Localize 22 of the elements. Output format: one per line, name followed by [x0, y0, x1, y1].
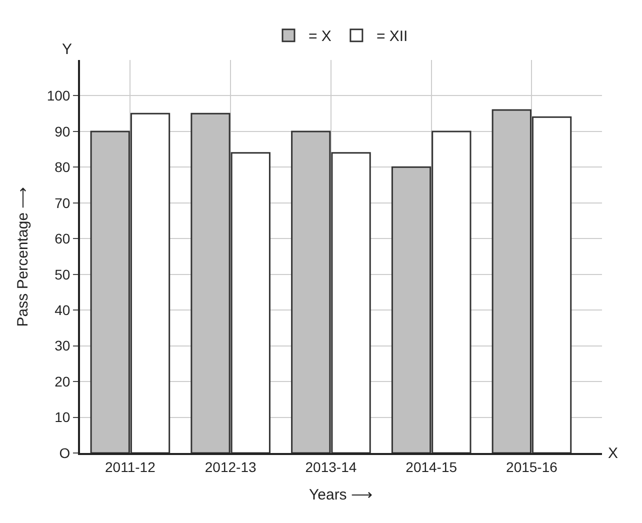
x-tick-label: 2011-12	[105, 458, 156, 475]
legend-label: = X	[308, 28, 332, 46]
text: X	[608, 445, 618, 462]
y-tick-label: 10	[54, 409, 70, 426]
legend-label: = XII	[376, 28, 408, 46]
y-tick-label: 100	[46, 88, 70, 104]
y-tick-label: 20	[54, 373, 70, 390]
y-tick-label: 40	[54, 302, 70, 318]
y-tick-label: 80	[54, 159, 70, 176]
x-axis-title: Years ⟶	[309, 486, 373, 504]
y-tick-label: 90	[54, 123, 70, 140]
x-tick-label: 2014-15	[406, 458, 458, 475]
x-tick-label: 2013-14	[305, 458, 357, 475]
y-tick-label: 60	[54, 230, 70, 247]
x-tick-label: 2015-16	[506, 458, 558, 475]
y-tick-label: 50	[54, 266, 70, 282]
y-tick-label: 30	[54, 338, 70, 354]
y-axis-title: Pass Percentage ⟶	[14, 186, 32, 327]
y-tick-label: 70	[54, 194, 70, 211]
y-tick-label: O	[59, 444, 70, 461]
text: Y	[62, 41, 72, 58]
x-tick-label: 2012-13	[204, 458, 256, 475]
